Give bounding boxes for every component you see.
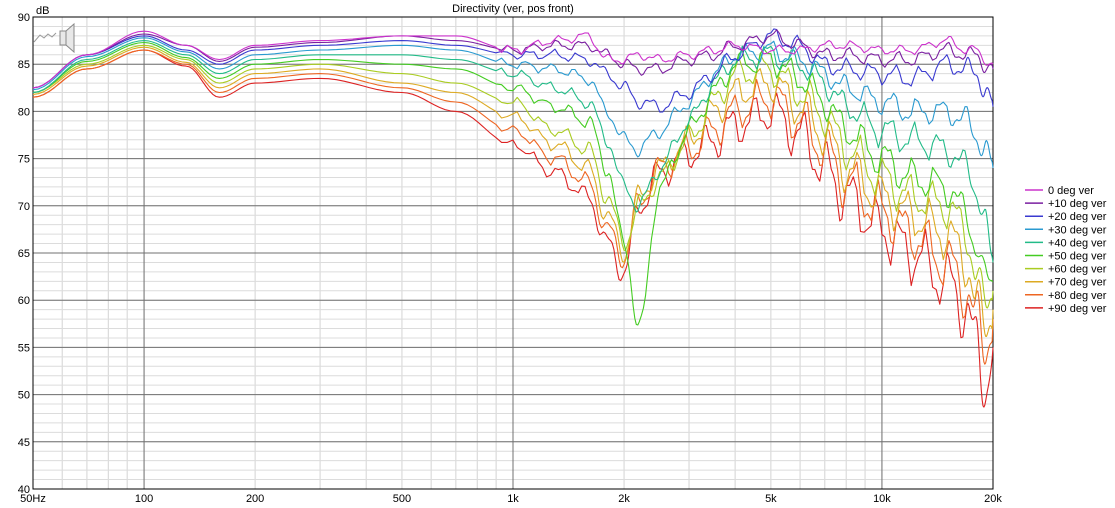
series-line bbox=[32, 30, 994, 89]
series-line bbox=[32, 49, 994, 365]
y-tick-label: 55 bbox=[18, 342, 30, 354]
series-line bbox=[32, 46, 994, 338]
series-line bbox=[32, 28, 994, 113]
y-tick-label: 70 bbox=[18, 201, 30, 213]
y-tick-label: 75 bbox=[18, 154, 30, 166]
x-tick-label: 10k bbox=[873, 493, 891, 505]
x-tick-label: 500 bbox=[393, 493, 411, 505]
legend-label: +90 deg ver bbox=[1048, 303, 1107, 315]
plot-frame bbox=[32, 16, 994, 490]
y-tick-label: 45 bbox=[18, 437, 30, 449]
x-tick-label: 200 bbox=[246, 493, 264, 505]
legend-label: 0 deg ver bbox=[1048, 185, 1094, 197]
x-tick-label: 100 bbox=[135, 493, 153, 505]
legend: 0 deg ver+10 deg ver+20 deg ver+30 deg v… bbox=[1025, 185, 1107, 315]
legend-label: +10 deg ver bbox=[1048, 198, 1107, 210]
legend-label: +40 deg ver bbox=[1048, 237, 1107, 249]
legend-label: +30 deg ver bbox=[1048, 224, 1107, 236]
y-axis-label: dB bbox=[36, 5, 49, 17]
x-tick-label: 2k bbox=[618, 493, 630, 505]
series-line bbox=[32, 44, 994, 309]
legend-label: +80 deg ver bbox=[1048, 290, 1107, 302]
legend-label: +50 deg ver bbox=[1048, 251, 1107, 263]
y-tick-label: 85 bbox=[18, 59, 30, 71]
y-tick-label: 60 bbox=[18, 295, 30, 307]
x-tick-label: 5k bbox=[765, 493, 777, 505]
series-line bbox=[32, 37, 994, 169]
x-tick-label: 20k bbox=[984, 493, 1002, 505]
chart-title: Directivity (ver, pos front) bbox=[452, 3, 574, 15]
series-line bbox=[32, 41, 993, 326]
series-line bbox=[32, 29, 994, 89]
series-line bbox=[32, 40, 994, 263]
y-tick-label: 50 bbox=[18, 390, 30, 402]
x-tick-label: 50Hz bbox=[20, 493, 46, 505]
speaker-icon[interactable] bbox=[33, 22, 75, 54]
x-tick-label: 1k bbox=[507, 493, 519, 505]
legend-label: +60 deg ver bbox=[1048, 264, 1107, 276]
legend-label: +70 deg ver bbox=[1048, 277, 1107, 289]
y-tick-labels: 40 45 50 55 60 65 70 75 80 85 90 bbox=[18, 12, 30, 496]
legend-label: +20 deg ver bbox=[1048, 211, 1107, 223]
y-tick-label: 90 bbox=[18, 12, 30, 24]
series-lines bbox=[32, 28, 994, 408]
x-tick-labels: 50Hz 100 200 500 1k 2k 5k 10k 20k bbox=[20, 493, 1002, 505]
y-tick-label: 65 bbox=[18, 248, 30, 260]
y-tick-label: 40 bbox=[18, 484, 30, 496]
y-tick-label: 80 bbox=[18, 106, 30, 118]
